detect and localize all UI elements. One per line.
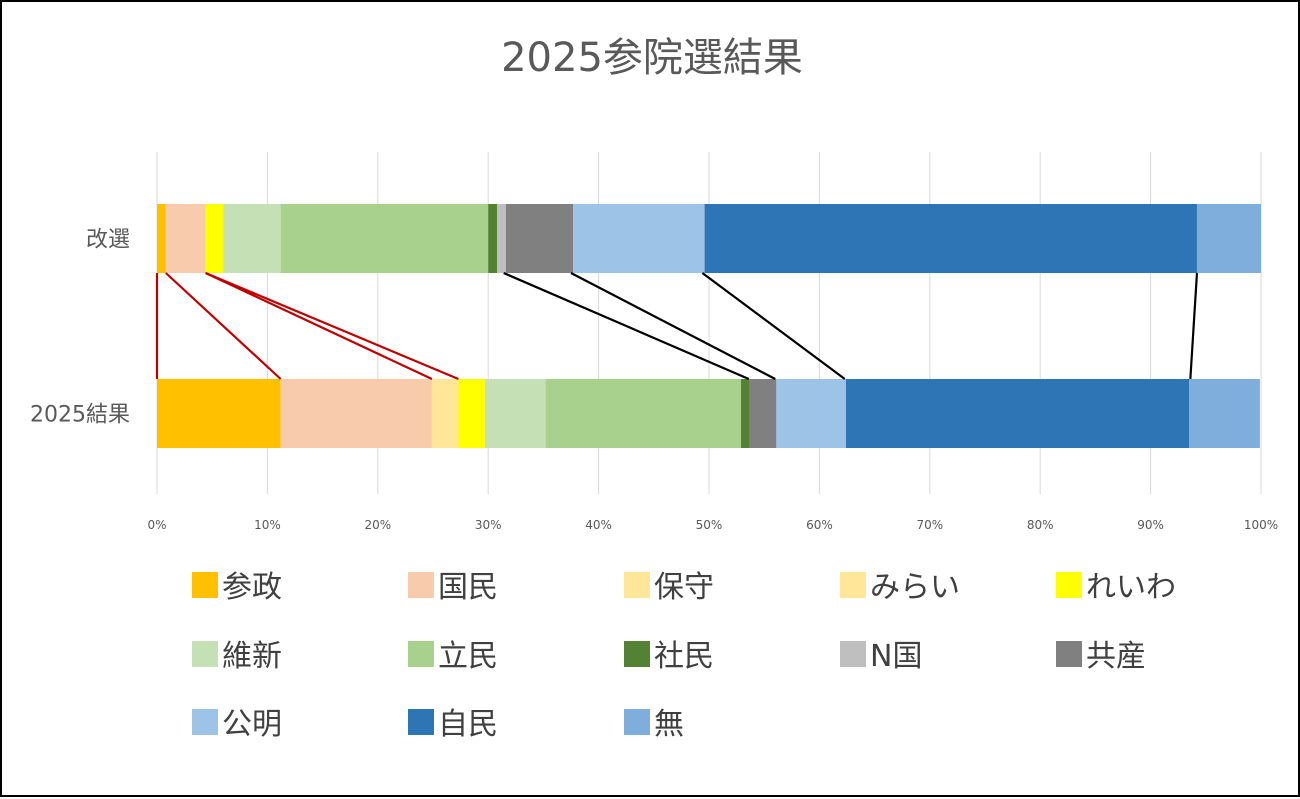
- x-tick-label: 50%: [696, 518, 723, 532]
- x-tick-label: 100%: [1244, 518, 1278, 532]
- bar-segment: [223, 204, 281, 273]
- legend-swatch: [624, 572, 650, 598]
- bar-segment: [704, 204, 1197, 273]
- category-label: 2025結果: [30, 403, 130, 428]
- legend-label: 無: [654, 707, 684, 742]
- bar-segment: [458, 379, 485, 448]
- legend-swatch: [408, 641, 434, 667]
- legend-swatch: [192, 641, 218, 667]
- legend-swatch: [840, 572, 866, 598]
- bar-segment: [484, 379, 546, 448]
- bar-segment: [157, 379, 281, 448]
- legend-label: 保守: [654, 570, 714, 605]
- legend-swatch: [408, 709, 434, 735]
- bar-segment: [488, 204, 498, 273]
- legend-label: 国民: [438, 570, 498, 605]
- x-tick-label: 80%: [1027, 518, 1054, 532]
- bar-segment: [741, 379, 750, 448]
- bar-segment: [280, 379, 432, 448]
- legend-label: N国: [870, 639, 922, 674]
- bar-segment: [157, 204, 166, 273]
- connector-line: [1189, 272, 1199, 380]
- bar-segment: [1189, 379, 1260, 448]
- legend-label: 参政: [222, 570, 282, 605]
- legend-swatch: [408, 572, 434, 598]
- legend-swatch: [1056, 572, 1082, 598]
- connector-line: [165, 272, 282, 380]
- legend-label: 立民: [438, 639, 498, 674]
- bar-segment: [505, 204, 574, 273]
- category-label: 改選: [86, 228, 130, 253]
- bar-segment: [573, 204, 705, 273]
- bar-segment: [749, 379, 777, 448]
- bar-segment: [431, 379, 459, 448]
- legend-swatch: [192, 709, 218, 735]
- connector-line: [570, 272, 776, 380]
- legend-swatch: [624, 709, 650, 735]
- x-tick-label: 60%: [806, 518, 833, 532]
- x-tick-label: 70%: [916, 518, 943, 532]
- legend-label: 公明: [222, 707, 282, 742]
- connector-line: [205, 271, 459, 381]
- connector-line: [701, 272, 846, 380]
- bar-segment: [845, 379, 1190, 448]
- bar-segment: [205, 204, 224, 273]
- x-tick-label: 40%: [585, 518, 612, 532]
- bar-segment: [280, 204, 489, 273]
- legend-swatch: [840, 641, 866, 667]
- x-tick-label: 0%: [147, 518, 166, 532]
- x-tick-label: 10%: [254, 518, 281, 532]
- x-tick-label: 30%: [475, 518, 502, 532]
- bar-segment: [497, 204, 506, 273]
- legend-label: 共産: [1086, 639, 1146, 674]
- legend-label: れいわ: [1086, 570, 1176, 605]
- legend-label: みらい: [870, 570, 960, 605]
- bar-segment: [1196, 204, 1261, 273]
- legend-label: 社民: [654, 639, 714, 674]
- bar-segment: [545, 379, 742, 448]
- x-tick-label: 90%: [1137, 518, 1164, 532]
- x-tick-label: 20%: [364, 518, 391, 532]
- connector-line: [503, 271, 750, 381]
- legend-swatch: [1056, 641, 1082, 667]
- bar-segment: [165, 204, 206, 273]
- legend-swatch: [624, 641, 650, 667]
- legend-label: 維新: [222, 639, 282, 674]
- legend-label: 自民: [438, 707, 498, 742]
- legend-swatch: [192, 572, 218, 598]
- connector-line: [205, 272, 433, 380]
- bar-segment: [776, 379, 846, 448]
- chart-title: 2025参院選結果: [501, 35, 803, 81]
